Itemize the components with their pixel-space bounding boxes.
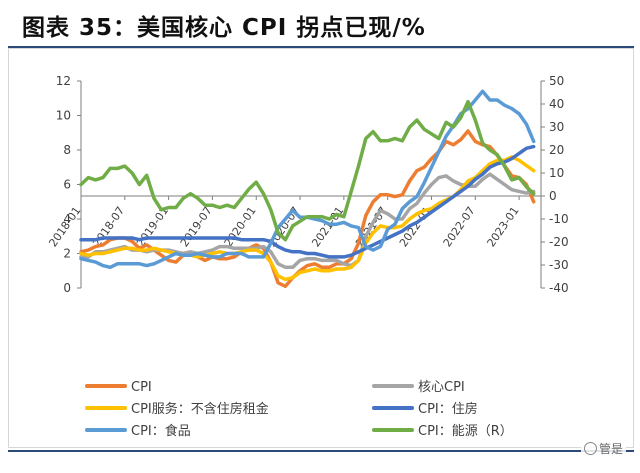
x-tick-label: 2020-01 [222,204,259,249]
y-right-tick-label: 10 [549,166,564,180]
series-layer [79,89,536,289]
y-right-tick-label: -20 [549,235,569,249]
y-left-tick-label: 4 [63,212,71,226]
y-right-tick-label: -10 [549,212,569,226]
legend-label-1: 核心CPI [418,380,465,395]
y-right-tick-label: 30 [549,120,564,134]
legend-label-4: CPI：食品 [131,423,191,439]
watermark-text: 管是 [598,442,623,456]
x-tick-label: 2019-01 [134,204,171,249]
bottom-divider [8,450,634,452]
y-right-tick-label: 0 [549,189,557,203]
y-right-tick-label: -30 [549,258,569,272]
chart-frame: 0 2 4 6 8 10 12 -40 -30 -20 -10 0 10 20 30 40 50 2018-01 2… [8,48,634,448]
series-line-5 [79,99,536,242]
x-tick-label: 2021-01 [309,204,346,249]
y-left-tick-label: 12 [56,74,71,88]
y-right-tick-label: 40 [549,97,564,111]
x-tick-label: 2022-07 [441,204,478,249]
legend-label-3: CPI：住房 [418,401,478,417]
y-right-tick-label: 50 [549,74,564,88]
y-left-tick-label: 10 [56,109,71,123]
series-line-3 [79,144,536,259]
x-tick-label: 2023-01 [485,204,522,249]
y-left-tick-label: 8 [63,143,71,157]
legend-label-0: CPI [131,380,152,395]
legend-label-2: CPI服务：不含住房租金 [131,401,269,417]
x-tick-label: 2019-07 [178,204,215,249]
y-left-tick-label: 0 [63,281,71,295]
y-left-tick-label: 2 [63,247,71,261]
watermark: 管是 [580,439,626,458]
title-divider [8,46,634,48]
y-left-tick-label: 6 [63,178,71,192]
figure-title: 图表 35：美国核心 CPI 拐点已现/% [22,15,426,41]
legend-label-5: CPI：能源（R） [418,424,513,439]
legend-layer: CPI 核心CPI CPI服务：不含住房租金 CPI：住房 CPI：食品 CPI：能源（R… [85,380,513,439]
y-right-tick-label: -40 [549,281,569,295]
y-right-tick-label: 20 [549,143,564,157]
watermark-logo-icon [583,442,597,455]
